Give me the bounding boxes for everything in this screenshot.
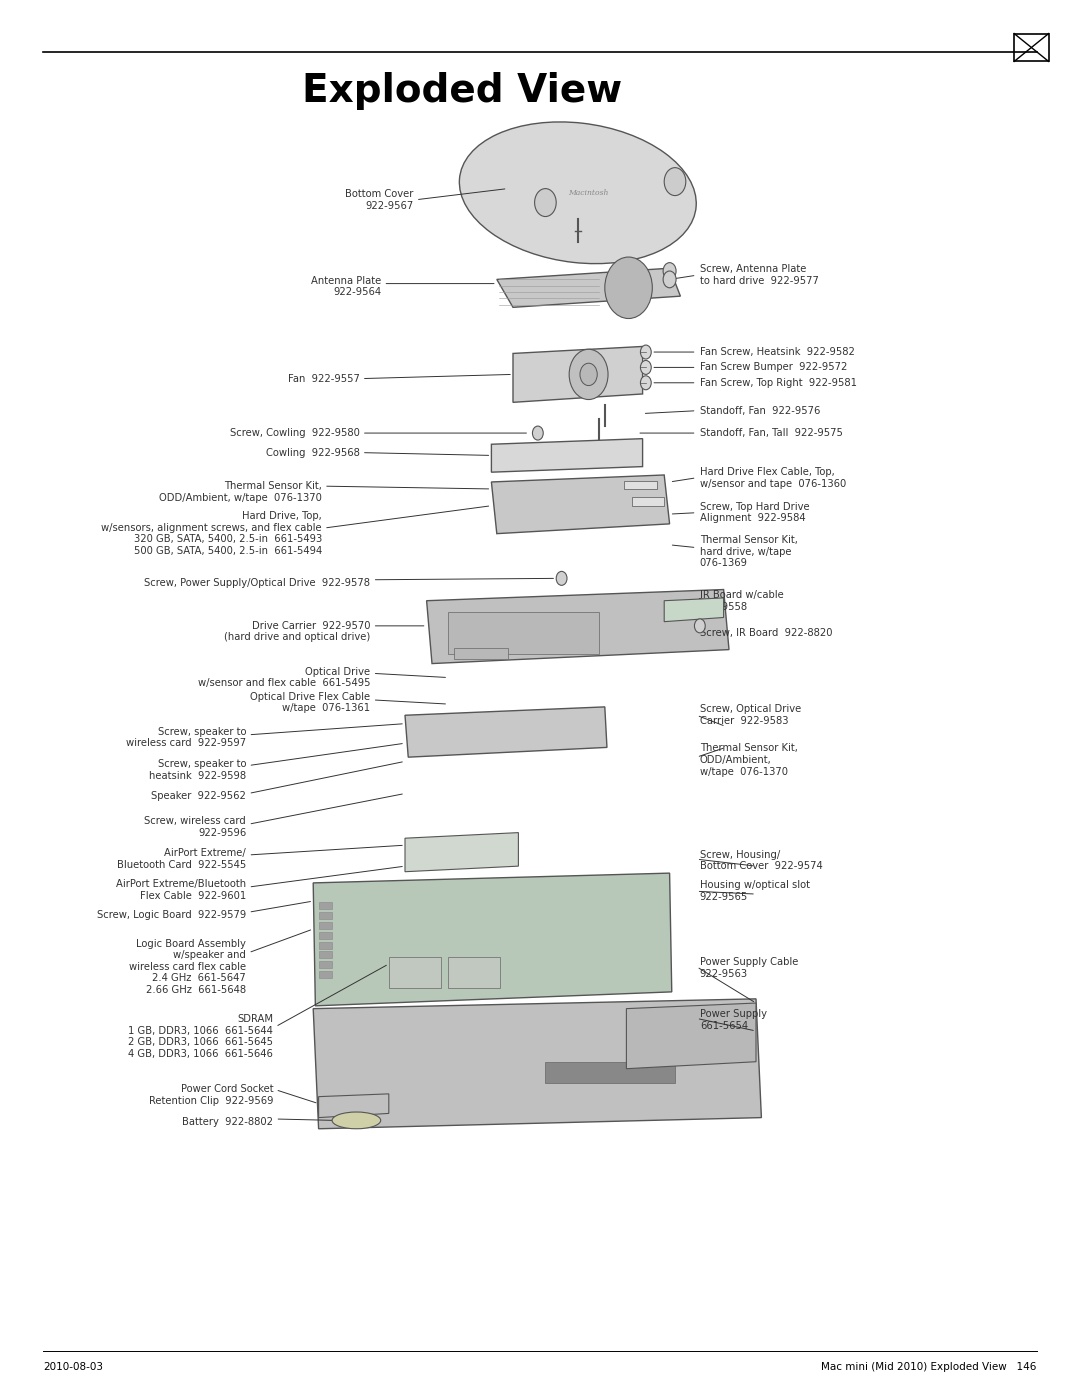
- Text: Speaker  922-9562: Speaker 922-9562: [151, 791, 246, 802]
- Bar: [319, 922, 332, 929]
- Text: Screw, wireless card
922-9596: Screw, wireless card 922-9596: [145, 816, 246, 838]
- Text: Fan Screw, Heatsink  922-9582: Fan Screw, Heatsink 922-9582: [700, 346, 854, 358]
- Text: Thermal Sensor Kit,
hard drive, w/tape
076-1369: Thermal Sensor Kit, hard drive, w/tape 0…: [700, 535, 798, 569]
- Circle shape: [605, 257, 652, 319]
- Text: Power Supply
661-5654: Power Supply 661-5654: [700, 1009, 767, 1031]
- Circle shape: [663, 271, 676, 288]
- Text: Logic Board Assembly
w/speaker and
wireless card flex cable
2.4 GHz  661-5647
2.: Logic Board Assembly w/speaker and wirel…: [130, 939, 246, 995]
- Ellipse shape: [459, 122, 697, 264]
- Text: Screw, Power Supply/Optical Drive  922-9578: Screw, Power Supply/Optical Drive 922-95…: [145, 577, 370, 588]
- Bar: [448, 612, 599, 654]
- Polygon shape: [427, 590, 729, 664]
- Polygon shape: [313, 873, 672, 1006]
- Polygon shape: [491, 439, 643, 472]
- Circle shape: [532, 426, 543, 440]
- Text: IR Board w/cable
922-9558: IR Board w/cable 922-9558: [700, 590, 784, 612]
- Text: Fan  922-9557: Fan 922-9557: [287, 373, 360, 384]
- Bar: [632, 497, 664, 506]
- Text: Optical Drive Flex Cable
w/tape  076-1361: Optical Drive Flex Cable w/tape 076-1361: [251, 692, 370, 714]
- Ellipse shape: [333, 1112, 381, 1129]
- Polygon shape: [319, 1094, 389, 1118]
- Text: Power Cord Socket
Retention Clip  922-9569: Power Cord Socket Retention Clip 922-956…: [149, 1084, 273, 1106]
- Polygon shape: [313, 999, 761, 1129]
- Text: AirPort Extreme/Bluetooth
Flex Cable  922-9601: AirPort Extreme/Bluetooth Flex Cable 922…: [117, 879, 246, 901]
- Text: SDRAM
1 GB, DDR3, 1066  661-5644
2 GB, DDR3, 1066  661-5645
4 GB, DDR3, 1066  66: SDRAM 1 GB, DDR3, 1066 661-5644 2 GB, DD…: [129, 1014, 273, 1059]
- Text: Screw, Cowling  922-9580: Screw, Cowling 922-9580: [230, 427, 360, 439]
- Polygon shape: [405, 707, 607, 757]
- Text: Thermal Sensor Kit,
ODD/Ambient,
w/tape  076-1370: Thermal Sensor Kit, ODD/Ambient, w/tape …: [700, 743, 798, 777]
- Circle shape: [640, 345, 651, 359]
- Text: Screw, speaker to
wireless card  922-9597: Screw, speaker to wireless card 922-9597: [126, 726, 246, 749]
- Text: Screw, IR Board  922-8820: Screw, IR Board 922-8820: [700, 627, 833, 638]
- Bar: [1014, 34, 1049, 61]
- Bar: [319, 971, 332, 978]
- Text: Power Supply Cable
922-9563: Power Supply Cable 922-9563: [700, 957, 798, 979]
- Bar: [454, 648, 508, 659]
- Text: Hard Drive Flex Cable, Top,
w/sensor and tape  076-1360: Hard Drive Flex Cable, Top, w/sensor and…: [700, 467, 846, 489]
- Bar: [448, 957, 500, 988]
- Text: Mac mini (Mid 2010) Exploded View   146: Mac mini (Mid 2010) Exploded View 146: [822, 1362, 1037, 1372]
- Polygon shape: [491, 475, 670, 534]
- Text: Screw, Top Hard Drive
Alignment  922-9584: Screw, Top Hard Drive Alignment 922-9584: [700, 502, 810, 524]
- Circle shape: [694, 619, 705, 633]
- Text: Drive Carrier  922-9570
(hard drive and optical drive): Drive Carrier 922-9570 (hard drive and o…: [225, 620, 370, 643]
- Circle shape: [663, 263, 676, 279]
- Bar: [319, 961, 332, 968]
- Text: 2010-08-03: 2010-08-03: [43, 1362, 104, 1372]
- Circle shape: [556, 571, 567, 585]
- Text: Screw, Antenna Plate
to hard drive  922-9577: Screw, Antenna Plate to hard drive 922-9…: [700, 264, 819, 286]
- Text: Screw, Optical Drive
Carrier  922-9583: Screw, Optical Drive Carrier 922-9583: [700, 704, 801, 726]
- Bar: [545, 1062, 675, 1083]
- Bar: [319, 951, 332, 958]
- Text: Antenna Plate
922-9564: Antenna Plate 922-9564: [311, 275, 381, 298]
- Polygon shape: [664, 598, 724, 622]
- Circle shape: [580, 363, 597, 386]
- Text: Fan Screw Bumper  922-9572: Fan Screw Bumper 922-9572: [700, 362, 847, 373]
- Text: Bottom Cover
922-9567: Bottom Cover 922-9567: [346, 189, 414, 211]
- Bar: [319, 942, 332, 949]
- Text: Cowling  922-9568: Cowling 922-9568: [266, 447, 360, 458]
- Bar: [319, 912, 332, 919]
- Text: Exploded View: Exploded View: [302, 71, 622, 110]
- Circle shape: [640, 376, 651, 390]
- Bar: [624, 481, 657, 489]
- Text: Screw, speaker to
heatsink  922-9598: Screw, speaker to heatsink 922-9598: [149, 759, 246, 781]
- Polygon shape: [497, 268, 680, 307]
- Text: Standoff, Fan  922-9576: Standoff, Fan 922-9576: [700, 405, 820, 416]
- Bar: [319, 932, 332, 939]
- Circle shape: [535, 189, 556, 217]
- Text: Battery  922-8802: Battery 922-8802: [183, 1116, 273, 1127]
- Text: Macintosh: Macintosh: [568, 189, 609, 197]
- Text: Screw, Housing/
Bottom Cover  922-9574: Screw, Housing/ Bottom Cover 922-9574: [700, 849, 823, 872]
- Text: Optical Drive
w/sensor and flex cable  661-5495: Optical Drive w/sensor and flex cable 66…: [198, 666, 370, 689]
- Text: Fan Screw, Top Right  922-9581: Fan Screw, Top Right 922-9581: [700, 377, 856, 388]
- Text: Hard Drive, Top,
w/sensors, alignment screws, and flex cable
320 GB, SATA, 5400,: Hard Drive, Top, w/sensors, alignment sc…: [102, 511, 322, 556]
- Text: Thermal Sensor Kit,
ODD/Ambient, w/tape  076-1370: Thermal Sensor Kit, ODD/Ambient, w/tape …: [159, 481, 322, 503]
- Circle shape: [664, 168, 686, 196]
- Text: Screw, Logic Board  922-9579: Screw, Logic Board 922-9579: [97, 909, 246, 921]
- Polygon shape: [405, 833, 518, 872]
- Polygon shape: [513, 346, 643, 402]
- Bar: [389, 957, 441, 988]
- Circle shape: [569, 349, 608, 400]
- Text: AirPort Extreme/
Bluetooth Card  922-5545: AirPort Extreme/ Bluetooth Card 922-5545: [117, 848, 246, 870]
- Bar: [319, 902, 332, 909]
- Circle shape: [640, 360, 651, 374]
- Text: Standoff, Fan, Tall  922-9575: Standoff, Fan, Tall 922-9575: [700, 427, 842, 439]
- Text: Housing w/optical slot
922-9565: Housing w/optical slot 922-9565: [700, 880, 810, 902]
- Polygon shape: [626, 1003, 756, 1069]
